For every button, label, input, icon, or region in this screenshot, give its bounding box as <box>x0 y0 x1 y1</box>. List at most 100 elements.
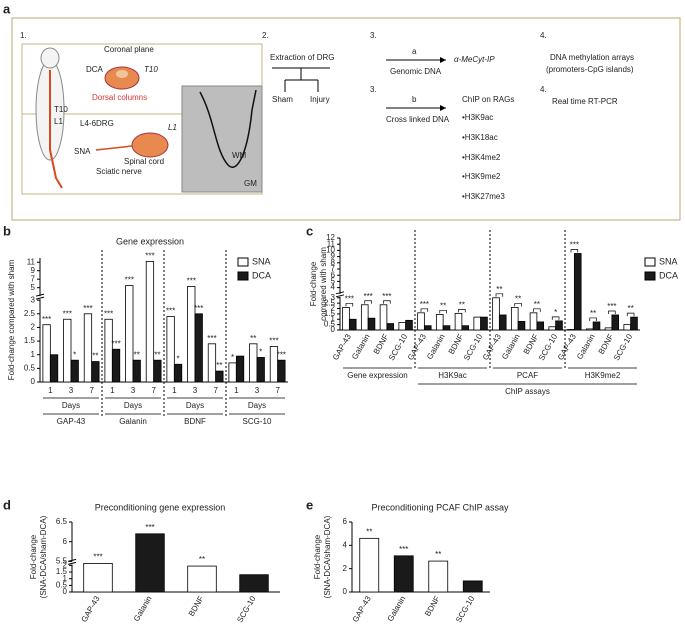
bar <box>187 565 217 593</box>
bar <box>623 324 632 331</box>
significance: *** <box>145 523 154 532</box>
label: 4. <box>540 85 547 94</box>
significance: * <box>259 348 262 357</box>
bar <box>386 323 395 331</box>
y-tick-label: 6 <box>331 270 336 279</box>
bar <box>215 370 224 383</box>
bar <box>567 329 575 331</box>
significance: *** <box>104 309 113 318</box>
significance: ** <box>154 350 160 359</box>
bar <box>42 324 51 383</box>
y-axis-label: compared with sham <box>319 247 328 321</box>
label: Sciatic nerve <box>96 167 142 176</box>
label: 1. <box>20 31 27 40</box>
x-sub-label: Days <box>186 401 204 410</box>
label: Spinal cord <box>124 157 164 166</box>
bar <box>207 343 217 383</box>
x-group-label: SCG-10 <box>243 417 272 426</box>
x-tick-label: Galanin <box>350 333 372 361</box>
label: a <box>412 47 417 56</box>
bar <box>454 312 463 331</box>
bar <box>228 362 237 383</box>
bar <box>256 357 265 383</box>
bar <box>153 359 162 383</box>
y-tick-label: 12 <box>326 233 335 242</box>
y-tick-label: 5 <box>331 277 336 286</box>
rat-head <box>40 47 60 69</box>
bar <box>342 307 350 331</box>
bar <box>83 563 113 593</box>
x-tick-label: 1 <box>110 386 115 395</box>
bar <box>173 363 183 383</box>
y-tick-label: 5 <box>31 283 36 292</box>
significance: ** <box>199 555 205 564</box>
y-axis-label: Fold-change <box>309 261 318 306</box>
label: L1 <box>54 117 63 126</box>
bracket <box>420 308 429 312</box>
x-tick-label: 3 <box>255 386 260 395</box>
y-tick-label: 3 <box>331 293 336 302</box>
y-tick-label: 11 <box>27 257 36 266</box>
x-tick-label: SCG-10 <box>612 332 635 362</box>
label: •H3K4me2 <box>462 153 501 162</box>
legend-label: DCA <box>252 270 271 280</box>
y-tick-label: 8 <box>331 258 336 267</box>
y-tick-label: 7 <box>31 274 36 283</box>
y-tick-label: 0.5 <box>24 363 36 372</box>
y-axis-label: Fold-change <box>29 534 38 579</box>
significance: *** <box>187 277 196 286</box>
bar <box>473 316 482 331</box>
label: •H3K9ac <box>462 113 493 122</box>
significance: *** <box>166 307 175 316</box>
y-tick-label: 0 <box>343 587 348 596</box>
significance: *** <box>382 292 391 301</box>
x-tick-label: BDNF <box>187 594 206 617</box>
bar <box>428 560 449 593</box>
x-tick-label: SCG-10 <box>454 594 477 624</box>
panel-a-frame <box>11 17 681 221</box>
x-tick-label: BDNF <box>423 594 442 617</box>
panel-letter: b <box>3 223 11 238</box>
bracket <box>608 310 616 314</box>
y-tick-label: 10 <box>326 246 335 255</box>
x-sub-label: Days <box>124 401 142 410</box>
label: Dorsal columns <box>92 93 147 102</box>
bracket <box>345 303 354 307</box>
label: ChIP on RAGs <box>462 95 514 104</box>
bar <box>239 574 269 593</box>
bracket <box>383 300 391 304</box>
significance: *** <box>42 315 51 324</box>
significance: *** <box>93 553 102 562</box>
label: L1 <box>168 123 177 132</box>
significance: * <box>231 353 234 362</box>
significance: *** <box>145 252 154 261</box>
y-tick-label: 4 <box>331 283 336 292</box>
x-tick-label: BDNF <box>522 332 541 355</box>
label: WM <box>232 151 247 160</box>
y-tick-label: 6.5 <box>56 517 68 526</box>
significance: *** <box>207 334 216 343</box>
bar <box>135 533 165 593</box>
bar <box>435 314 444 331</box>
y-tick-label: 2 <box>343 564 348 573</box>
bar <box>63 318 72 383</box>
bar <box>277 359 286 383</box>
panel-letter: c <box>306 223 313 238</box>
x-group-label: Galanin <box>119 417 147 426</box>
y-tick-label: 0 <box>331 325 336 334</box>
significance: ** <box>628 304 634 313</box>
x-group-label: GAP-43 <box>57 417 86 426</box>
bar <box>70 359 79 383</box>
chart-title: Gene expression <box>116 236 184 246</box>
micrograph-outline <box>199 89 257 168</box>
significance: *** <box>269 337 278 346</box>
x-tick-label: 7 <box>275 386 280 395</box>
significance: * <box>176 354 179 363</box>
bar <box>249 343 258 383</box>
significance: *** <box>607 302 616 311</box>
significance: ** <box>534 300 540 309</box>
legend-label: SNA <box>252 256 271 266</box>
bar <box>555 320 563 331</box>
x-tick-label: 3 <box>69 386 74 395</box>
label: DNA methylation arrays <box>550 53 634 62</box>
